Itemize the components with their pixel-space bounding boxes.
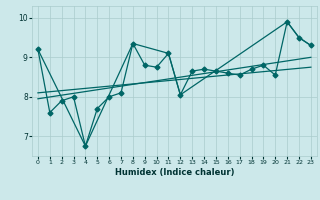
X-axis label: Humidex (Indice chaleur): Humidex (Indice chaleur) xyxy=(115,168,234,177)
